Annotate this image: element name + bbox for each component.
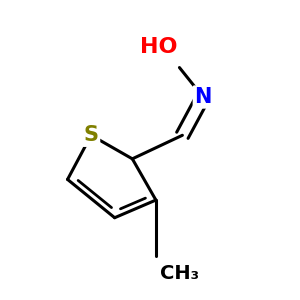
Text: CH₃: CH₃ bbox=[160, 264, 199, 283]
Text: S: S bbox=[84, 125, 99, 145]
Text: N: N bbox=[194, 87, 212, 107]
Text: HO: HO bbox=[140, 37, 178, 57]
